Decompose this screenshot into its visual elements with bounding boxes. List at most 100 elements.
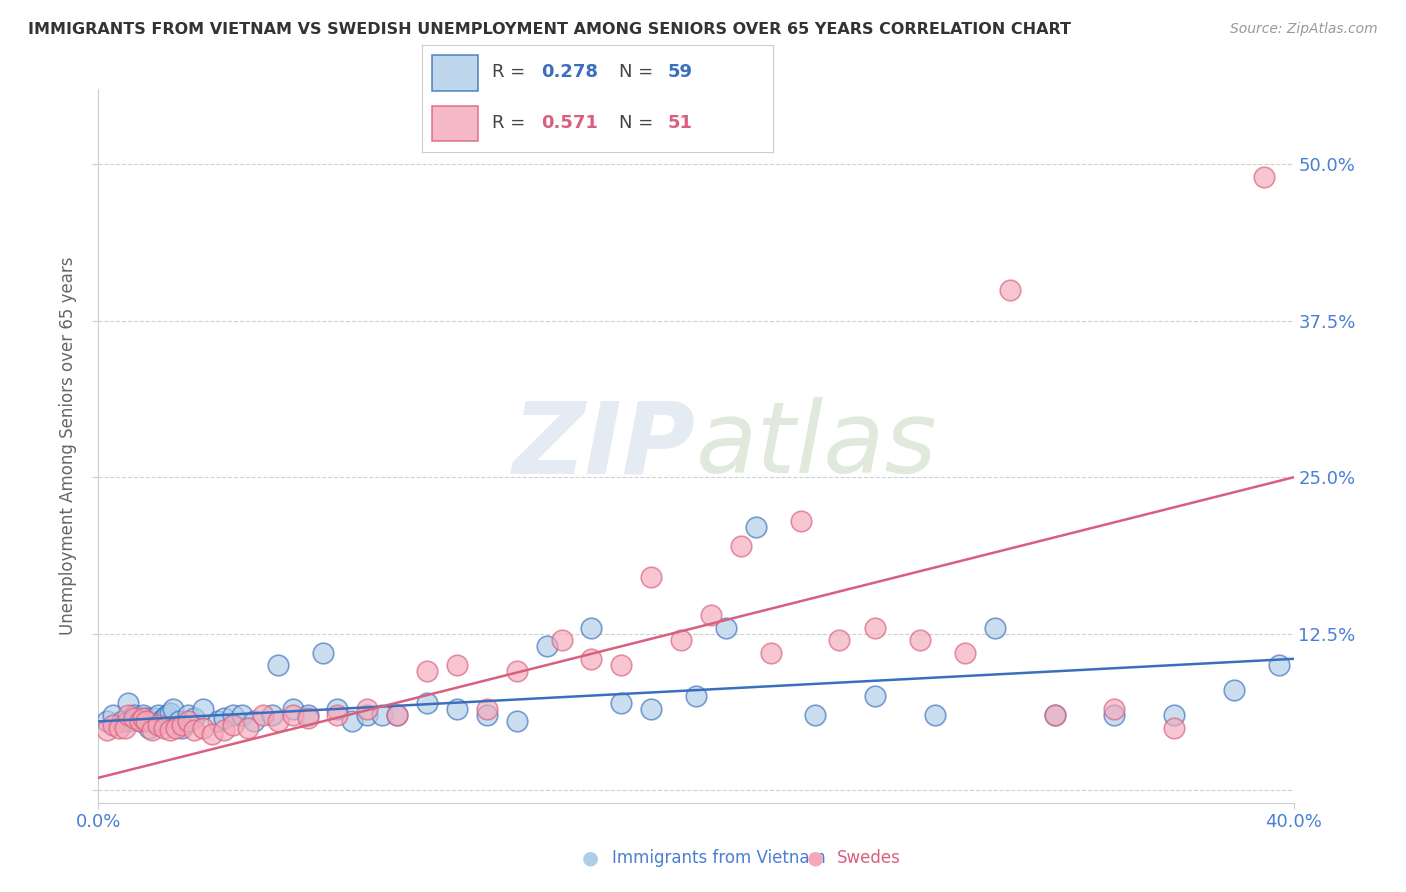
Point <box>141 714 163 729</box>
Point <box>117 696 139 710</box>
Point <box>998 283 1021 297</box>
Point <box>96 714 118 729</box>
Text: R =: R = <box>492 114 531 132</box>
Point <box>159 706 181 720</box>
Point <box>111 714 134 729</box>
Point <box>135 711 157 725</box>
Point <box>506 665 529 679</box>
Point <box>326 702 349 716</box>
FancyBboxPatch shape <box>433 105 478 141</box>
Text: N =: N = <box>619 114 658 132</box>
Point <box>252 708 274 723</box>
Point <box>162 702 184 716</box>
Point <box>231 708 253 723</box>
Y-axis label: Unemployment Among Seniors over 65 years: Unemployment Among Seniors over 65 years <box>59 257 77 635</box>
Point <box>1267 658 1289 673</box>
Point <box>191 721 214 735</box>
Point <box>153 711 176 725</box>
Point <box>183 723 205 738</box>
Point <box>260 708 283 723</box>
Point <box>150 714 173 729</box>
Point <box>243 714 266 729</box>
Point <box>124 711 146 725</box>
Point <box>640 570 662 584</box>
Text: ZIP: ZIP <box>513 398 696 494</box>
Point <box>127 711 149 725</box>
Point <box>117 708 139 723</box>
Point <box>640 702 662 716</box>
Point <box>550 633 572 648</box>
Point <box>356 702 378 716</box>
Point <box>191 702 214 716</box>
Point <box>222 718 245 732</box>
Text: ●: ● <box>582 848 599 868</box>
Point <box>281 708 304 723</box>
Point <box>1253 169 1275 184</box>
Point <box>236 721 259 735</box>
Point <box>581 621 603 635</box>
Point <box>745 520 768 534</box>
Point <box>789 514 811 528</box>
Text: Swedes: Swedes <box>837 849 900 867</box>
Text: N =: N = <box>619 63 658 81</box>
Point <box>138 721 160 735</box>
Point <box>865 690 887 704</box>
Point <box>108 721 131 735</box>
FancyBboxPatch shape <box>433 55 478 91</box>
Point <box>148 718 170 732</box>
Text: 0.571: 0.571 <box>541 114 598 132</box>
Point <box>183 711 205 725</box>
Point <box>581 652 603 666</box>
Point <box>132 711 155 725</box>
Point <box>143 711 166 725</box>
Point <box>172 718 194 732</box>
Text: 0.278: 0.278 <box>541 63 599 81</box>
Point <box>385 708 409 723</box>
Text: 51: 51 <box>668 114 693 132</box>
Point <box>342 714 364 729</box>
Point <box>730 539 752 553</box>
Point <box>311 646 333 660</box>
Point <box>159 723 181 738</box>
Point <box>156 708 179 723</box>
Point <box>267 658 290 673</box>
Point <box>536 640 558 654</box>
Point <box>1043 708 1066 723</box>
Point <box>129 714 152 729</box>
Point <box>953 646 976 660</box>
Point <box>207 714 229 729</box>
Point <box>446 658 468 673</box>
Point <box>828 633 851 648</box>
Point <box>1223 683 1246 698</box>
Point <box>297 708 319 723</box>
Point <box>148 708 170 723</box>
Text: ●: ● <box>807 848 824 868</box>
Point <box>446 702 468 716</box>
Point <box>371 708 394 723</box>
Text: Immigrants from Vietnam: Immigrants from Vietnam <box>612 849 825 867</box>
Point <box>1104 708 1126 723</box>
Point <box>177 714 200 729</box>
Point <box>416 696 439 710</box>
Point <box>1163 721 1185 735</box>
Point <box>759 646 782 660</box>
Point <box>804 708 827 723</box>
Point <box>610 658 633 673</box>
Point <box>1163 708 1185 723</box>
Point <box>984 621 1007 635</box>
Point <box>222 708 245 723</box>
Point <box>103 708 125 723</box>
Point <box>416 665 439 679</box>
Point <box>356 708 378 723</box>
Point <box>1104 702 1126 716</box>
Text: atlas: atlas <box>696 398 938 494</box>
Point <box>135 714 157 729</box>
Text: 59: 59 <box>668 63 693 81</box>
Point <box>1043 708 1066 723</box>
Point <box>172 721 194 735</box>
Point <box>506 714 529 729</box>
Point <box>124 708 146 723</box>
Point <box>212 711 235 725</box>
Point <box>475 708 498 723</box>
Point <box>281 702 304 716</box>
